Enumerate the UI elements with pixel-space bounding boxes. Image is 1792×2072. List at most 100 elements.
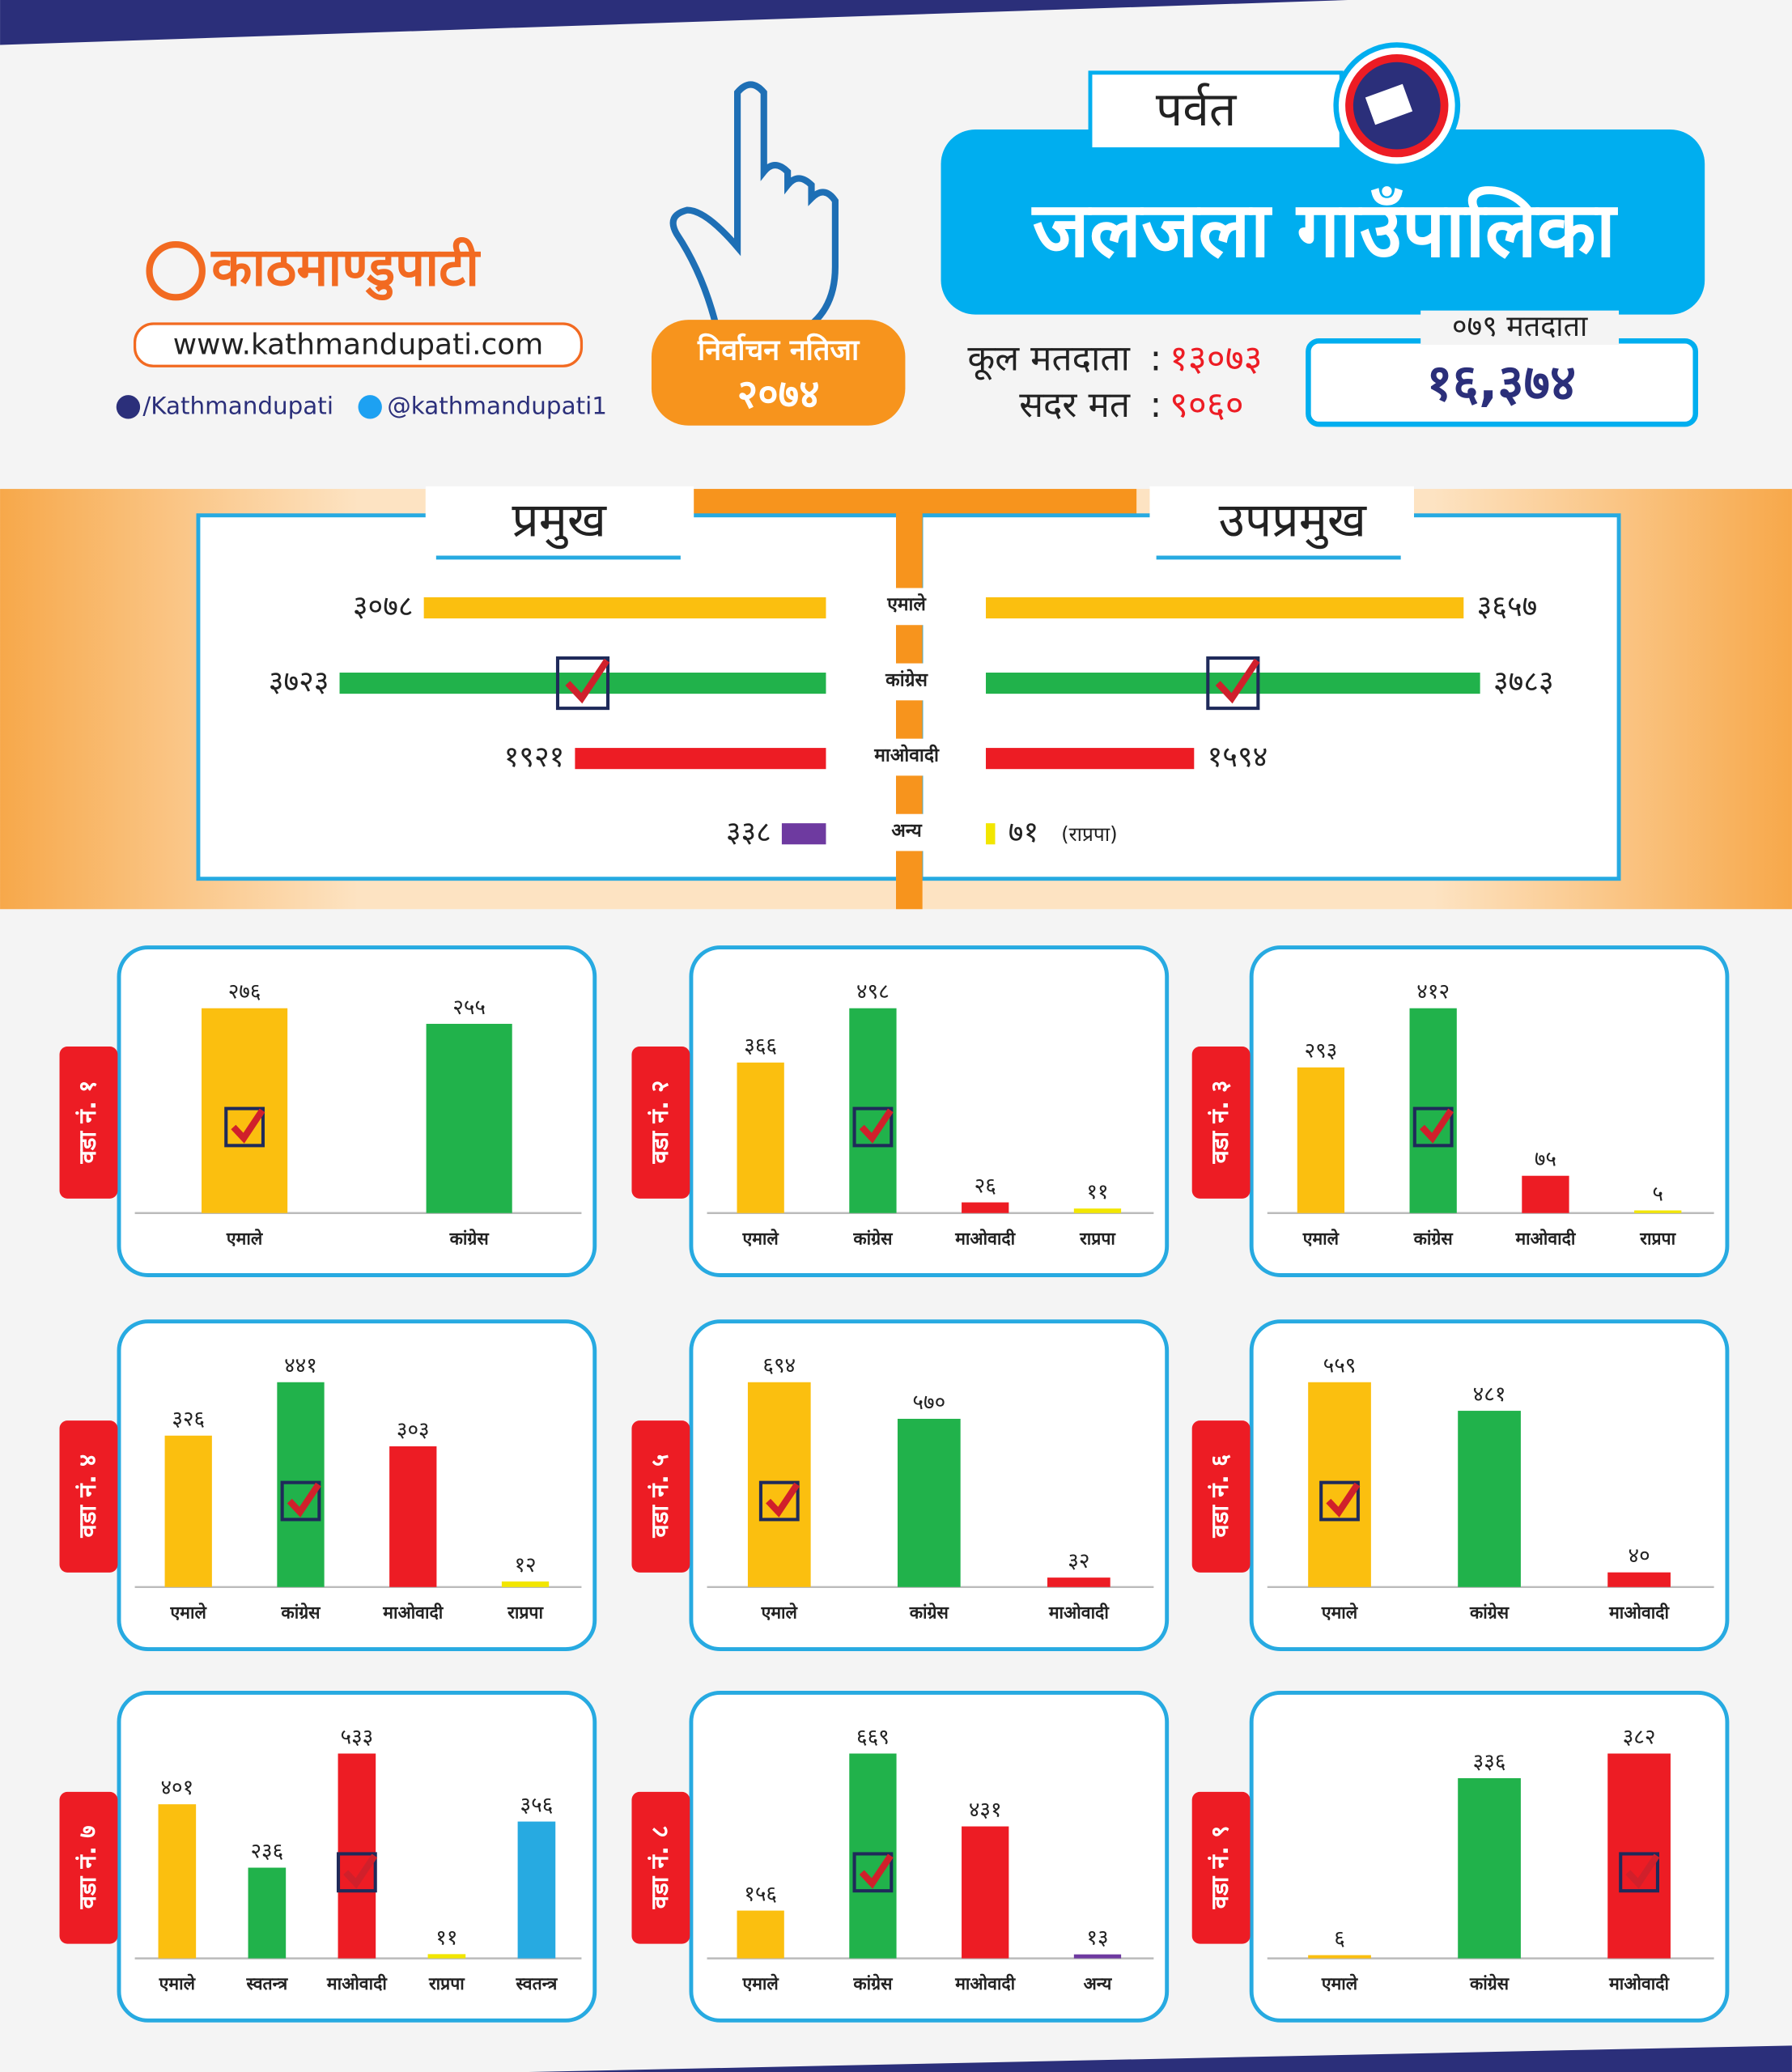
winner-check-box xyxy=(852,1106,894,1148)
bar xyxy=(986,597,1464,619)
ward-tab xyxy=(631,1791,690,1944)
category-label: एमाले xyxy=(886,593,927,615)
winner-check-box xyxy=(1319,1480,1360,1522)
winner-check-box xyxy=(852,1852,894,1893)
bar xyxy=(164,1435,212,1587)
ward-title: वडा नं. २ xyxy=(646,1081,673,1165)
twitter: @kathmandupati1 xyxy=(387,392,607,419)
category-label-box xyxy=(856,588,958,626)
value-label: ३२ xyxy=(1068,1549,1089,1573)
value-label: ३८२ xyxy=(1623,1725,1656,1749)
bar xyxy=(747,1382,811,1587)
category-label-box xyxy=(856,738,958,776)
deputy-header-box xyxy=(1149,486,1414,558)
value-label: ४८१ xyxy=(1473,1382,1506,1407)
ward-title: वडा नं. ८ xyxy=(646,1826,673,1910)
ward-title: वडा नं. ४ xyxy=(74,1454,101,1539)
bar xyxy=(1458,1411,1521,1587)
value-label: ३२६ xyxy=(172,1408,205,1432)
bar xyxy=(1297,1067,1345,1213)
mayor-header-box xyxy=(425,486,694,558)
category-label: कांग्रेस xyxy=(449,1228,490,1249)
category-label: माओवादी xyxy=(954,1228,1016,1249)
colon: : xyxy=(1149,338,1161,380)
category-label: एमाले xyxy=(741,1228,779,1249)
category-label: माओवादी xyxy=(954,1973,1016,1994)
bar xyxy=(427,1954,466,1959)
category-label: माओवादी xyxy=(326,1973,388,1994)
category-label: माओवादी xyxy=(1514,1228,1576,1249)
ward-panel xyxy=(1249,945,1730,1277)
ward-panel xyxy=(689,1690,1170,2023)
winner-check xyxy=(1326,1482,1361,1518)
value-label: ३६५७ xyxy=(1477,590,1538,623)
bar xyxy=(781,823,826,845)
winner-check xyxy=(565,658,610,704)
winner-check-box xyxy=(280,1480,321,1522)
municipality: जलजला गाउँपालिका xyxy=(1031,185,1619,274)
bar xyxy=(986,673,1480,694)
annotation: (राप्रपा) xyxy=(1061,822,1118,846)
municipality-box xyxy=(941,130,1705,315)
badge xyxy=(651,320,906,426)
category-label: स्वतन्त्र xyxy=(516,1974,558,1994)
bar xyxy=(1308,1955,1371,1959)
category-label: कांग्रेस xyxy=(1469,1602,1510,1623)
bar xyxy=(1607,1753,1671,1959)
value-label: १५६ xyxy=(744,1882,777,1906)
winner-check xyxy=(766,1482,800,1518)
bar xyxy=(986,823,996,845)
ward-tab xyxy=(59,1791,118,1944)
category-label: कांग्रेस xyxy=(1413,1228,1454,1249)
winner-check-box xyxy=(758,1480,800,1522)
value-label: १३ xyxy=(1086,1926,1108,1951)
winner-check-box xyxy=(336,1852,377,1893)
value-label: ११ xyxy=(1086,1180,1108,1204)
bar xyxy=(1458,1778,1521,1959)
category-label: एमाले xyxy=(741,1973,779,1994)
value-label: ४०१ xyxy=(160,1776,193,1800)
ward-title: वडा नं. ७ xyxy=(74,1826,101,1910)
value-label: १२ xyxy=(514,1553,536,1577)
category-label: स्वतन्त्र xyxy=(245,1974,288,1994)
value-label: ५३३ xyxy=(341,1725,374,1749)
ward-title: वडा नं. ३ xyxy=(1206,1081,1234,1165)
ward-panel xyxy=(117,945,597,1277)
district: पर्वत xyxy=(1156,81,1238,137)
bar xyxy=(202,1008,288,1213)
value-label: २९३ xyxy=(1305,1039,1338,1064)
winner-check xyxy=(1625,1853,1660,1889)
category-label: एमाले xyxy=(1321,1602,1359,1623)
facebook: /Kathmandupati xyxy=(142,392,333,419)
category-label: कांग्रेस xyxy=(852,1228,894,1249)
category-label-box xyxy=(856,663,958,701)
category-label: एमाले xyxy=(1302,1228,1340,1249)
top-stripe xyxy=(0,0,1348,45)
category-label: कांग्रेस xyxy=(885,669,928,690)
valid-votes-label: सदर मत xyxy=(1019,384,1131,426)
winner-check xyxy=(343,1853,378,1889)
bar xyxy=(1607,1572,1671,1587)
winner-check xyxy=(859,1108,894,1144)
value-label: ५ xyxy=(1652,1182,1663,1206)
winner-check-box xyxy=(555,656,610,711)
value-label: १९२१ xyxy=(504,741,565,774)
value-label: ७१ xyxy=(1009,816,1038,849)
total-voters: १३०७३ xyxy=(1170,338,1263,380)
category-label: एमाले xyxy=(761,1602,799,1623)
bar xyxy=(339,673,826,694)
badge-year: २०७४ xyxy=(737,371,820,417)
voters-label-bg xyxy=(1420,310,1620,346)
value-label: ४४१ xyxy=(284,1354,317,1378)
bar xyxy=(158,1804,197,1959)
category-label: माओवादी xyxy=(1048,1602,1110,1623)
category-label: राप्रपा xyxy=(428,1974,465,1994)
winner-check-box xyxy=(1206,656,1260,711)
value-label: २७६ xyxy=(228,980,261,1004)
value-label: ४३१ xyxy=(969,1798,1002,1822)
winner-check-box xyxy=(224,1106,265,1148)
bar xyxy=(986,748,1195,770)
category-label: अन्य xyxy=(1084,1974,1113,1994)
